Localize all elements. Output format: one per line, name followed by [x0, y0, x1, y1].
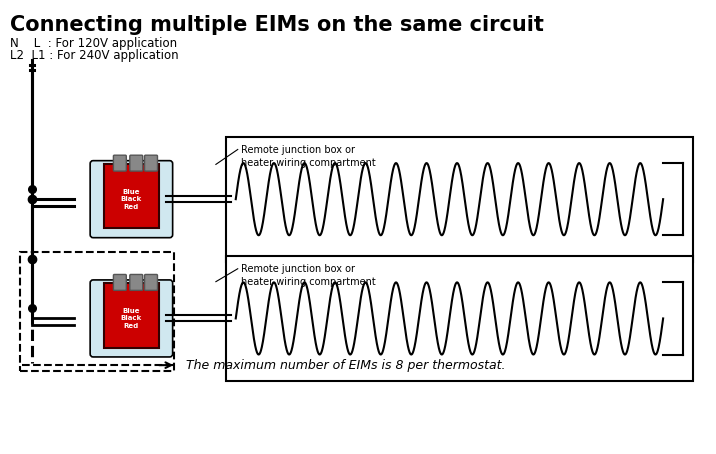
FancyBboxPatch shape [113, 275, 126, 291]
FancyBboxPatch shape [113, 155, 126, 171]
FancyBboxPatch shape [90, 280, 173, 357]
FancyBboxPatch shape [130, 275, 142, 291]
Text: The maximum number of EIMs is 8 per thermostat.: The maximum number of EIMs is 8 per ther… [186, 359, 505, 372]
Bar [104, 283, 159, 347]
Text: L2  L1 : For 240V application: L2 L1 : For 240V application [10, 49, 179, 62]
Bar [104, 163, 159, 228]
Text: Blue
Black
Red: Blue Black Red [121, 189, 142, 210]
FancyBboxPatch shape [145, 155, 158, 171]
FancyBboxPatch shape [145, 275, 158, 291]
FancyBboxPatch shape [90, 161, 173, 238]
Text: N    L  : For 120V application: N L : For 120V application [10, 37, 178, 50]
Bar [20, 252, 174, 371]
FancyBboxPatch shape [130, 155, 142, 171]
Text: Blue
Black
Red: Blue Black Red [121, 308, 142, 329]
Text: Connecting multiple EIMs on the same circuit: Connecting multiple EIMs on the same cir… [10, 15, 544, 35]
Text: Remote junction box or
heater wiring compartment: Remote junction box or heater wiring com… [241, 264, 375, 287]
Bar [226, 137, 693, 262]
Text: Remote junction box or
heater wiring compartment: Remote junction box or heater wiring com… [241, 144, 375, 168]
Bar [226, 256, 693, 381]
